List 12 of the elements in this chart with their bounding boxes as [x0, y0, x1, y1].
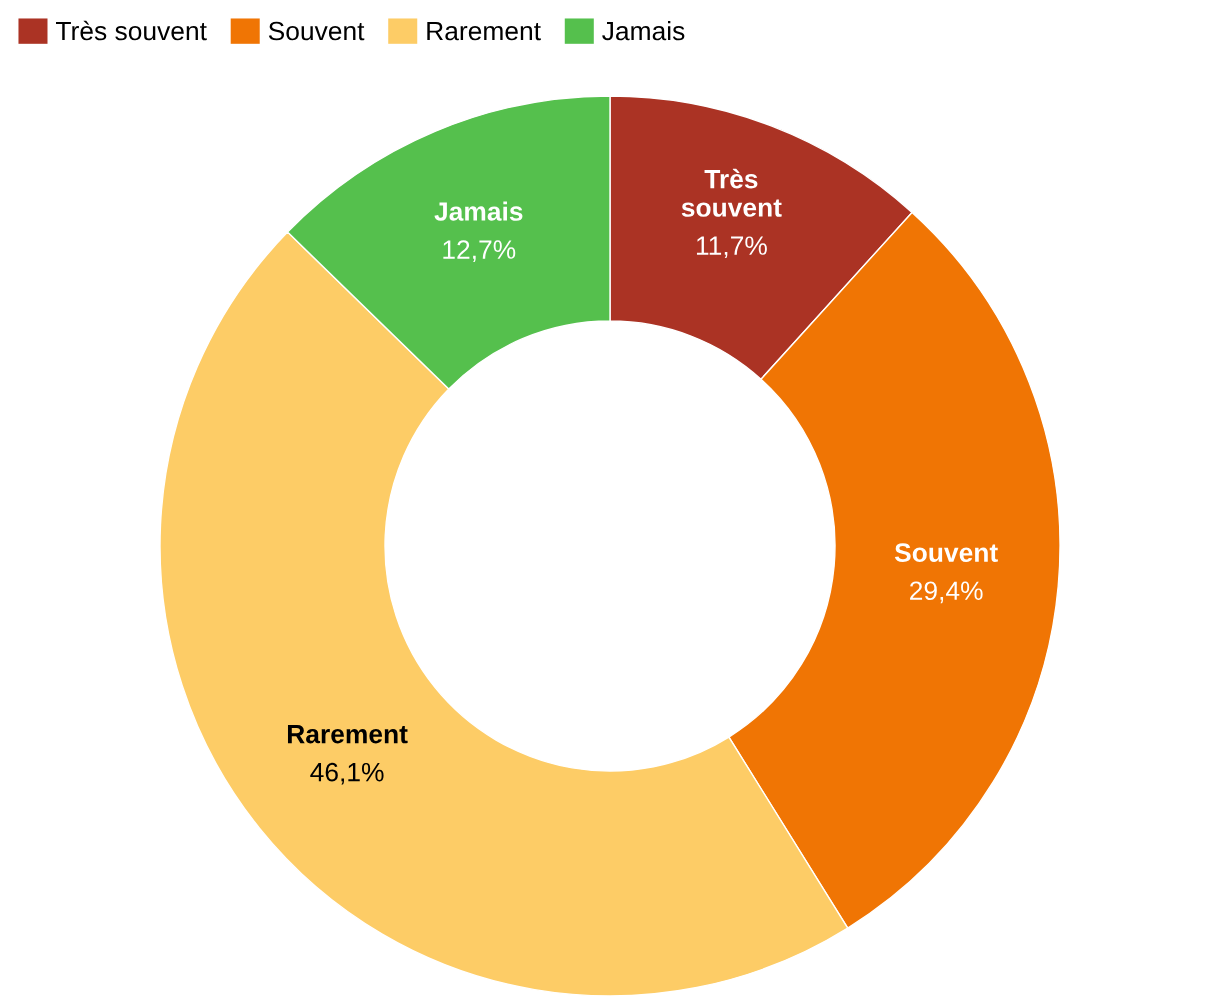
slice-label: Souvent	[894, 543, 998, 562]
data-label: 46,1%	[310, 762, 384, 785]
slice-label: Très souvent	[681, 168, 782, 217]
data-label: 11,7%	[696, 236, 767, 259]
legend-label: Rarement	[427, 21, 541, 41]
legend-label: Souvent	[268, 21, 365, 41]
data-label: 29,4%	[910, 581, 983, 604]
legend-label: Jamais	[602, 20, 685, 41]
slice-label: Rarement	[287, 724, 408, 744]
data-label: 12,7%	[443, 240, 516, 263]
slice-label: Jamais	[434, 201, 523, 221]
legend-label: Très souvent	[56, 20, 207, 41]
